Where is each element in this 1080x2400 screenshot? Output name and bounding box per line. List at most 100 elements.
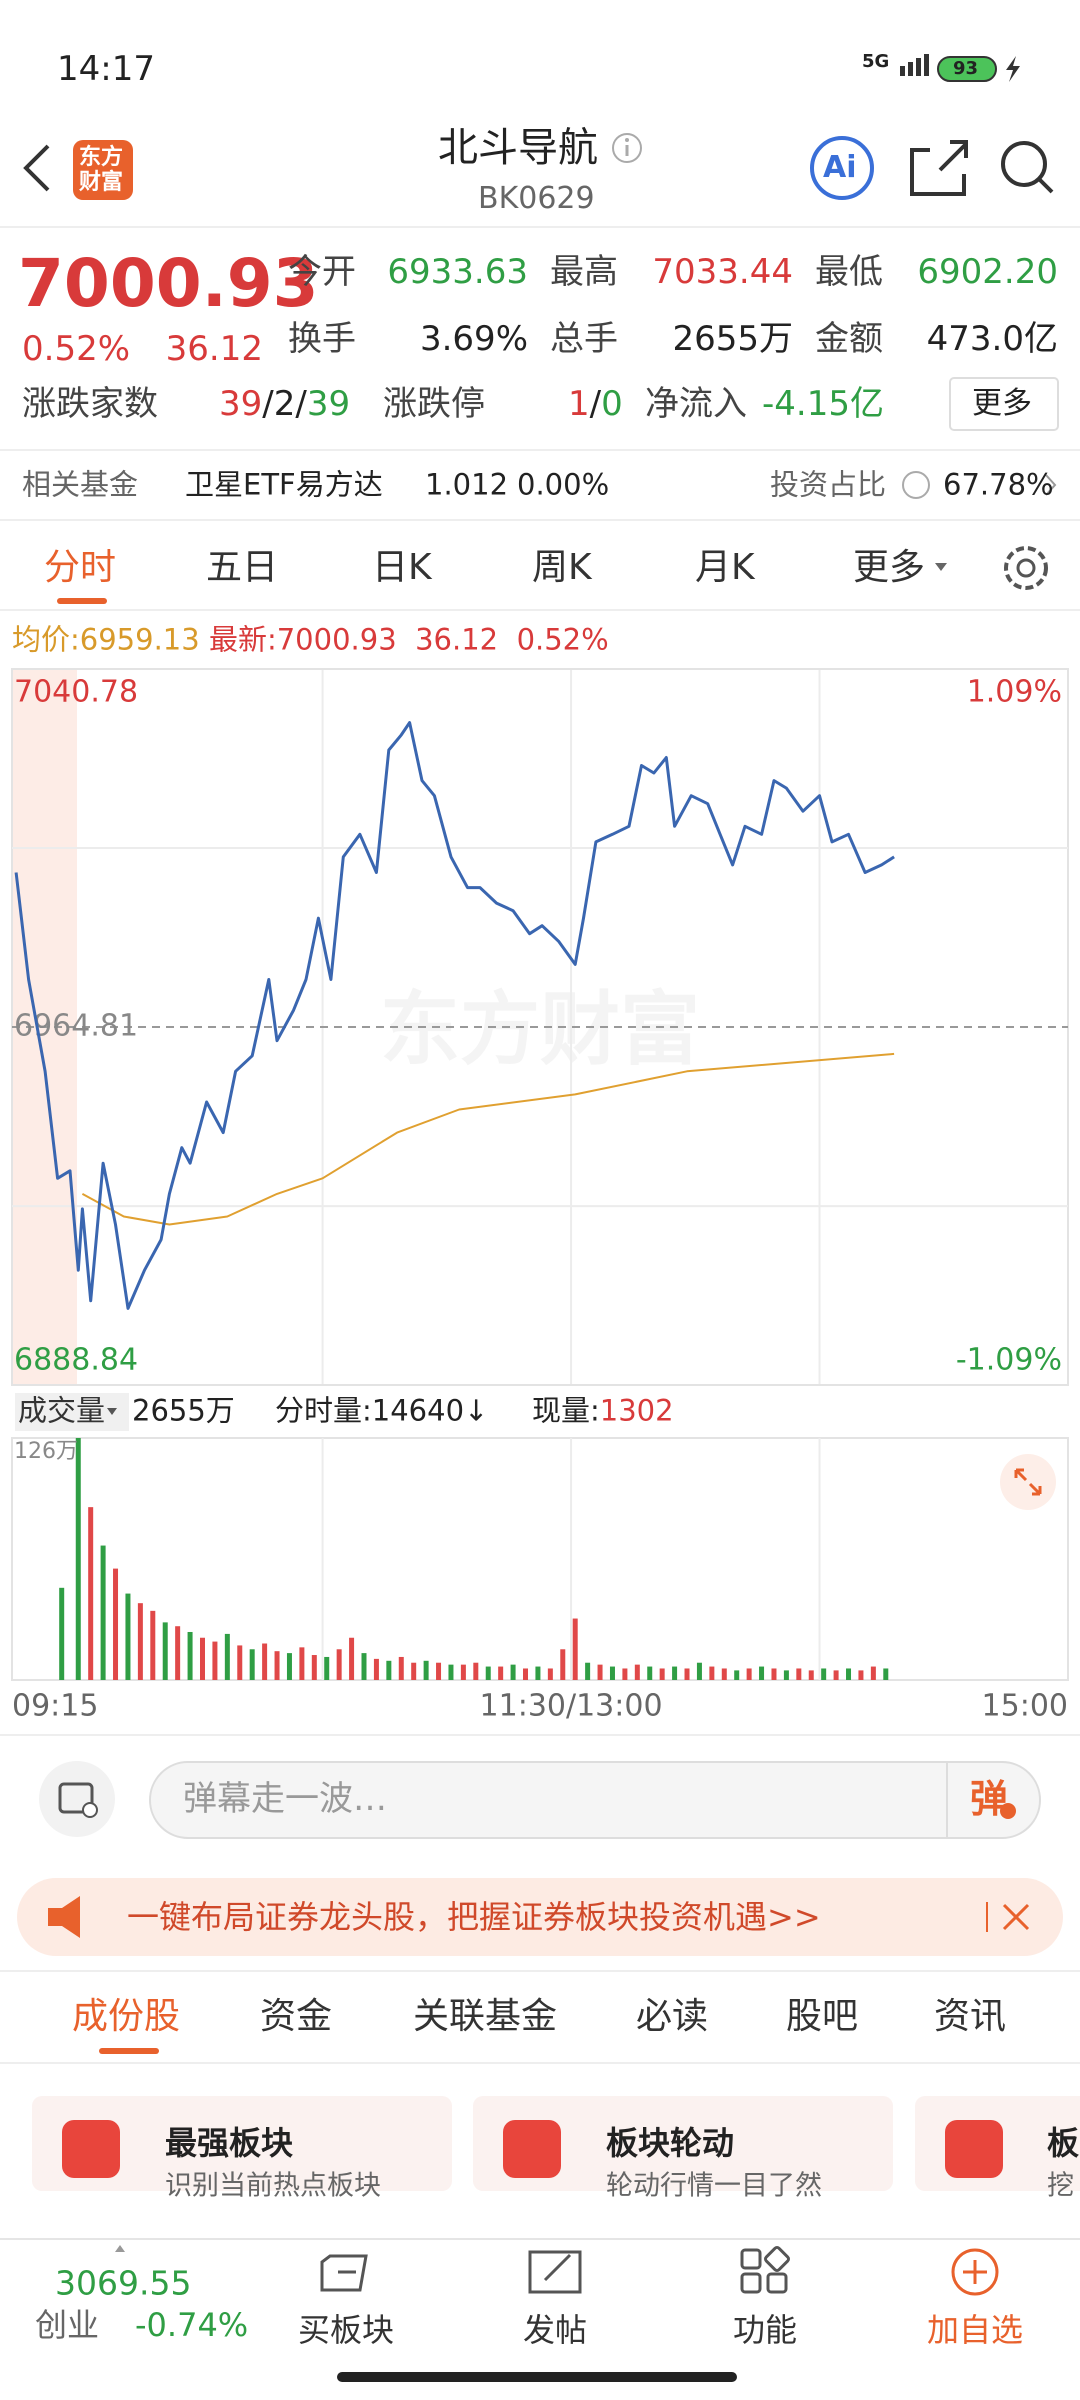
help-icon[interactable] (902, 471, 930, 499)
average-line (81, 1052, 895, 1226)
index-value[interactable]: 3069.55 (55, 2263, 192, 2303)
badge (1000, 1803, 1016, 1819)
chart-tab[interactable]: 更多 (853, 547, 926, 588)
change-amount: 36.12 (165, 329, 263, 369)
stat-label: 涨跌家数 (22, 384, 158, 424)
info-icon[interactable] (612, 133, 642, 163)
chart-tab[interactable]: 周K (532, 547, 592, 588)
danmaku-button[interactable]: 弹 (970, 1777, 1009, 1821)
nav-item[interactable]: 加自选 (927, 2311, 1024, 2349)
danmaku-input[interactable] (149, 1761, 1041, 1839)
divider (0, 519, 1080, 521)
volume-bar (199, 1637, 205, 1680)
volume-bar (361, 1653, 367, 1680)
divider (0, 1970, 1080, 1972)
more-button[interactable] (949, 377, 1059, 431)
ratio-label: 投资占比 (770, 467, 887, 502)
stat-value: -4.15亿 (762, 384, 884, 424)
share-button[interactable] (910, 140, 968, 196)
chart-tab[interactable]: 五日 (206, 547, 279, 588)
volume-bar (336, 1649, 342, 1680)
nav-divider (0, 2238, 1080, 2240)
volume-bar (870, 1666, 876, 1680)
stat-value: 2655万 (672, 319, 793, 359)
volume-bar (647, 1666, 653, 1680)
fund-label: 相关基金 (22, 467, 139, 502)
logo-text: 财富 (79, 170, 124, 195)
volume-bar (846, 1668, 852, 1680)
volume-frame (11, 1437, 1069, 1681)
nav-item[interactable]: 功能 (733, 2311, 798, 2349)
section-tab[interactable]: 关联基金 (413, 1996, 558, 2037)
search-button[interactable] (1001, 141, 1054, 194)
network-type: 5G (862, 51, 890, 72)
chart-tab[interactable]: 日K (372, 547, 432, 588)
chart-tab[interactable]: 月K (695, 547, 755, 588)
section-tab[interactable]: 成份股 (72, 1996, 181, 2037)
section-tab[interactable]: 股吧 (786, 1996, 859, 2037)
page-title: 北斗导航 (438, 125, 598, 171)
stat-label: 今开 (288, 252, 356, 292)
current-value: 1302 (599, 1393, 674, 1428)
separator: / (262, 384, 274, 424)
tab-indicator (57, 598, 107, 604)
signal-icon (900, 54, 929, 76)
fund-price: 1.012 (425, 467, 509, 502)
banner-text[interactable]: 一键布局证券龙头股，把握证券板块投资机遇>> (127, 1898, 821, 1936)
volume-bar (460, 1664, 466, 1680)
settings-button[interactable] (1004, 546, 1048, 590)
dropdown-arrow (107, 1408, 117, 1415)
volume-label[interactable]: 成交量 (18, 1393, 106, 1428)
fund-change: 0.00% (517, 467, 610, 502)
section-tab[interactable]: 资金 (260, 1996, 333, 2037)
change-percent: 0.52% (22, 329, 131, 369)
volume-bar (560, 1649, 566, 1680)
close-button[interactable] (1002, 1903, 1030, 1931)
volume-bar (597, 1664, 603, 1680)
ai-button[interactable] (810, 136, 874, 200)
price-line (14, 721, 895, 1310)
index-change[interactable]: -0.74% (135, 2306, 249, 2344)
divider (0, 1734, 1080, 1736)
stat-label: 涨跌停 (383, 384, 485, 424)
index-name[interactable]: 创业 (35, 2306, 100, 2344)
volume-bar (237, 1645, 243, 1680)
divider (0, 449, 1080, 451)
info-line: 均价:6959.13 最新:7000.93 36.12 0.52% (12, 622, 609, 657)
volume-bar (759, 1666, 765, 1680)
megaphone-icon (48, 1896, 80, 1938)
logo-text: 东方 (79, 145, 124, 170)
volume-bar (187, 1631, 193, 1680)
advancers: 39 (219, 384, 263, 424)
expand-button[interactable] (1000, 1454, 1056, 1510)
latest-change: 36.12 (415, 622, 499, 657)
volume-bar (299, 1647, 305, 1680)
y-tick-label: 6888.84 (14, 1343, 138, 1378)
nav-item[interactable]: 发帖 (523, 2311, 588, 2349)
current-label: 现量: (532, 1393, 600, 1428)
section-tab[interactable]: 必读 (636, 1996, 709, 2037)
avg-label: 均价: (12, 622, 80, 657)
danmaku-settings[interactable] (39, 1761, 115, 1837)
nav-icon (320, 2254, 368, 2292)
ai-label[interactable]: Ai (823, 150, 857, 185)
danmaku-placeholder[interactable]: 弹幕走一波… (183, 1779, 387, 1819)
fund-name[interactable]: 卫星ETF易方达 (185, 467, 383, 502)
promo-banner[interactable] (17, 1878, 1063, 1956)
stat-label: 最高 (550, 252, 618, 292)
feature-card[interactable] (32, 2096, 452, 2191)
ratio-value: 67.78% (943, 467, 1054, 502)
latest-percent: 0.52% (516, 622, 609, 657)
section-tab[interactable]: 资讯 (934, 1996, 1007, 2037)
limit-up: 1 (568, 384, 590, 424)
volume-bar (262, 1643, 268, 1680)
back-button[interactable] (23, 144, 50, 192)
stat-label: 总手 (550, 319, 618, 359)
nav-item[interactable]: 买板块 (298, 2311, 395, 2349)
more-label[interactable]: 更多 (972, 386, 1032, 421)
chart-tab[interactable]: 分时 (44, 547, 117, 588)
feature-card[interactable] (473, 2096, 893, 2191)
volume-bar (684, 1668, 690, 1680)
volume-bar (833, 1670, 839, 1680)
